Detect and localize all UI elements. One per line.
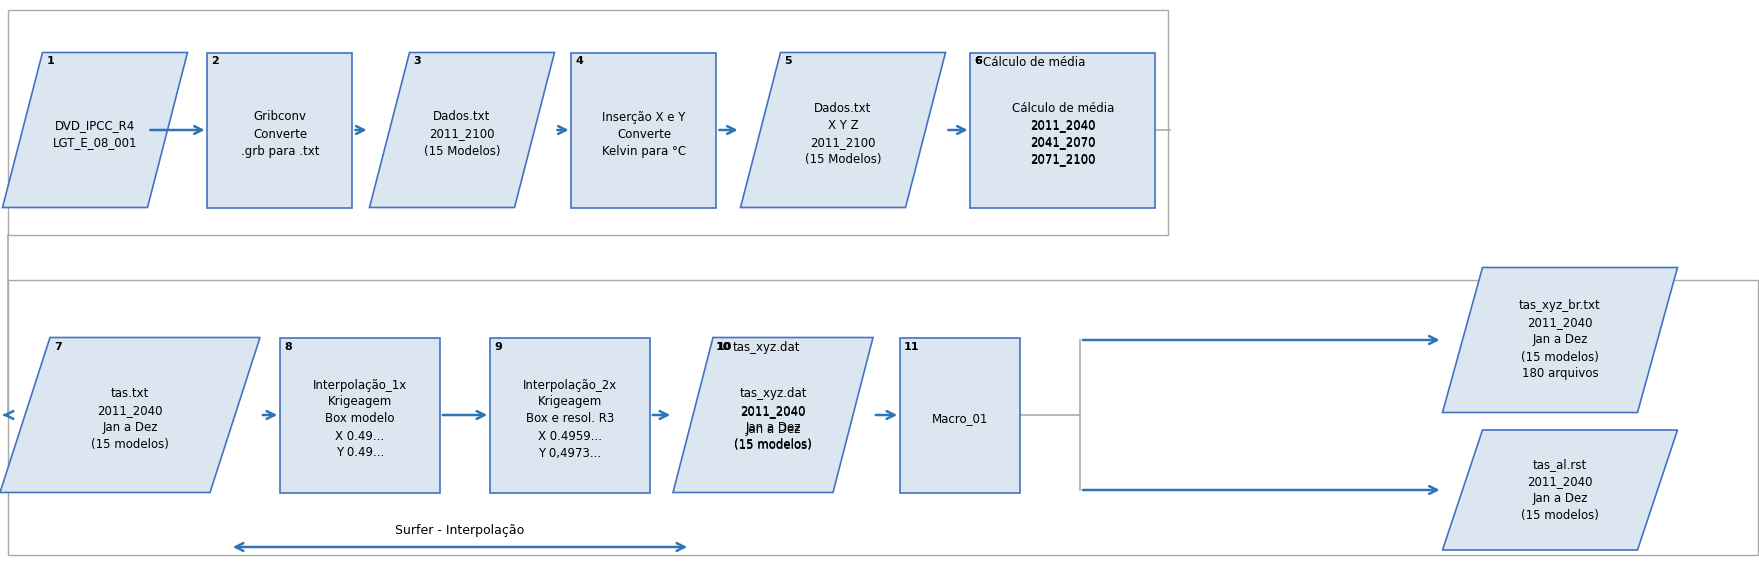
Bar [971,53,1156,208]
Bar [491,337,651,493]
Text: 6: 6 [974,57,982,66]
Text: 5: 5 [785,57,792,66]
Text: Interpolação_1x
Krigeagem
Box modelo
X 0.49...
Y 0.49...: Interpolação_1x Krigeagem Box modelo X 0… [313,379,406,459]
Text: 11: 11 [904,341,920,352]
Text: Cálculo de média: Cálculo de média [983,57,1085,70]
Bar [572,53,716,208]
Text: Dados.txt
X Y Z
2011_2100
(15 Modelos): Dados.txt X Y Z 2011_2100 (15 Modelos) [806,102,881,166]
Text: DVD_IPCC_R4
LGT_E_08_001: DVD_IPCC_R4 LGT_E_08_001 [53,119,137,149]
Polygon shape [2,53,188,208]
Polygon shape [1442,268,1678,413]
Text: 3: 3 [413,57,420,66]
Text: 8: 8 [283,341,292,352]
Text: tas_xyz.dat
2011_2040
Jan a Dez
(15 modelos): tas_xyz.dat 2011_2040 Jan a Dez (15 mode… [734,387,813,451]
Text: 1: 1 [46,57,55,66]
Text: 6: 6 [974,57,982,66]
Text: Cálculo de média
2011_2040
2041_2070
2071_2100: Cálculo de média 2011_2040 2041_2070 207… [1011,102,1113,166]
Polygon shape [369,53,554,208]
Text: 2: 2 [211,57,220,66]
Bar [9,10,1168,235]
Text: 4: 4 [575,57,584,66]
Polygon shape [674,337,872,493]
Text: Dados.txt
2011_2100
(15 Modelos): Dados.txt 2011_2100 (15 Modelos) [424,111,500,158]
Text: tas_xyz.dat: tas_xyz.dat [734,341,800,354]
Text: 2011_2040
Jan a Dez
(15 modelos): 2011_2040 Jan a Dez (15 modelos) [734,405,813,452]
Polygon shape [741,53,946,208]
Polygon shape [0,337,260,493]
Text: Macro_01: Macro_01 [932,413,989,425]
Text: tas.txt
2011_2040
Jan a Dez
(15 modelos): tas.txt 2011_2040 Jan a Dez (15 modelos) [91,387,169,451]
Text: 10: 10 [718,341,732,352]
Bar [280,337,440,493]
Bar [901,337,1020,493]
Text: 7: 7 [55,341,62,352]
Text: 10: 10 [716,341,732,352]
Bar [9,280,1757,555]
Text: Surfer - Interpolação: Surfer - Interpolação [396,524,524,537]
Text: Interpolação_2x
Krigeagem
Box e resol. R3
X 0.4959...
Y 0,4973...: Interpolação_2x Krigeagem Box e resol. R… [522,379,617,459]
Bar [208,53,352,208]
Text: 2011_2040
2041_2070
2071_2100: 2011_2040 2041_2070 2071_2100 [1031,119,1096,166]
Text: tas_xyz_br.txt
2011_2040
Jan a Dez
(15 modelos)
180 arquivos: tas_xyz_br.txt 2011_2040 Jan a Dez (15 m… [1520,299,1601,380]
Text: 9: 9 [494,341,501,352]
Polygon shape [1442,430,1678,550]
Text: tas_al.rst
2011_2040
Jan a Dez
(15 modelos): tas_al.rst 2011_2040 Jan a Dez (15 model… [1522,458,1599,522]
Text: Gribconv
Converte
.grb para .txt: Gribconv Converte .grb para .txt [241,111,318,158]
Text: Inserção X e Y
Converte
Kelvin para °C: Inserção X e Y Converte Kelvin para °C [602,111,686,158]
